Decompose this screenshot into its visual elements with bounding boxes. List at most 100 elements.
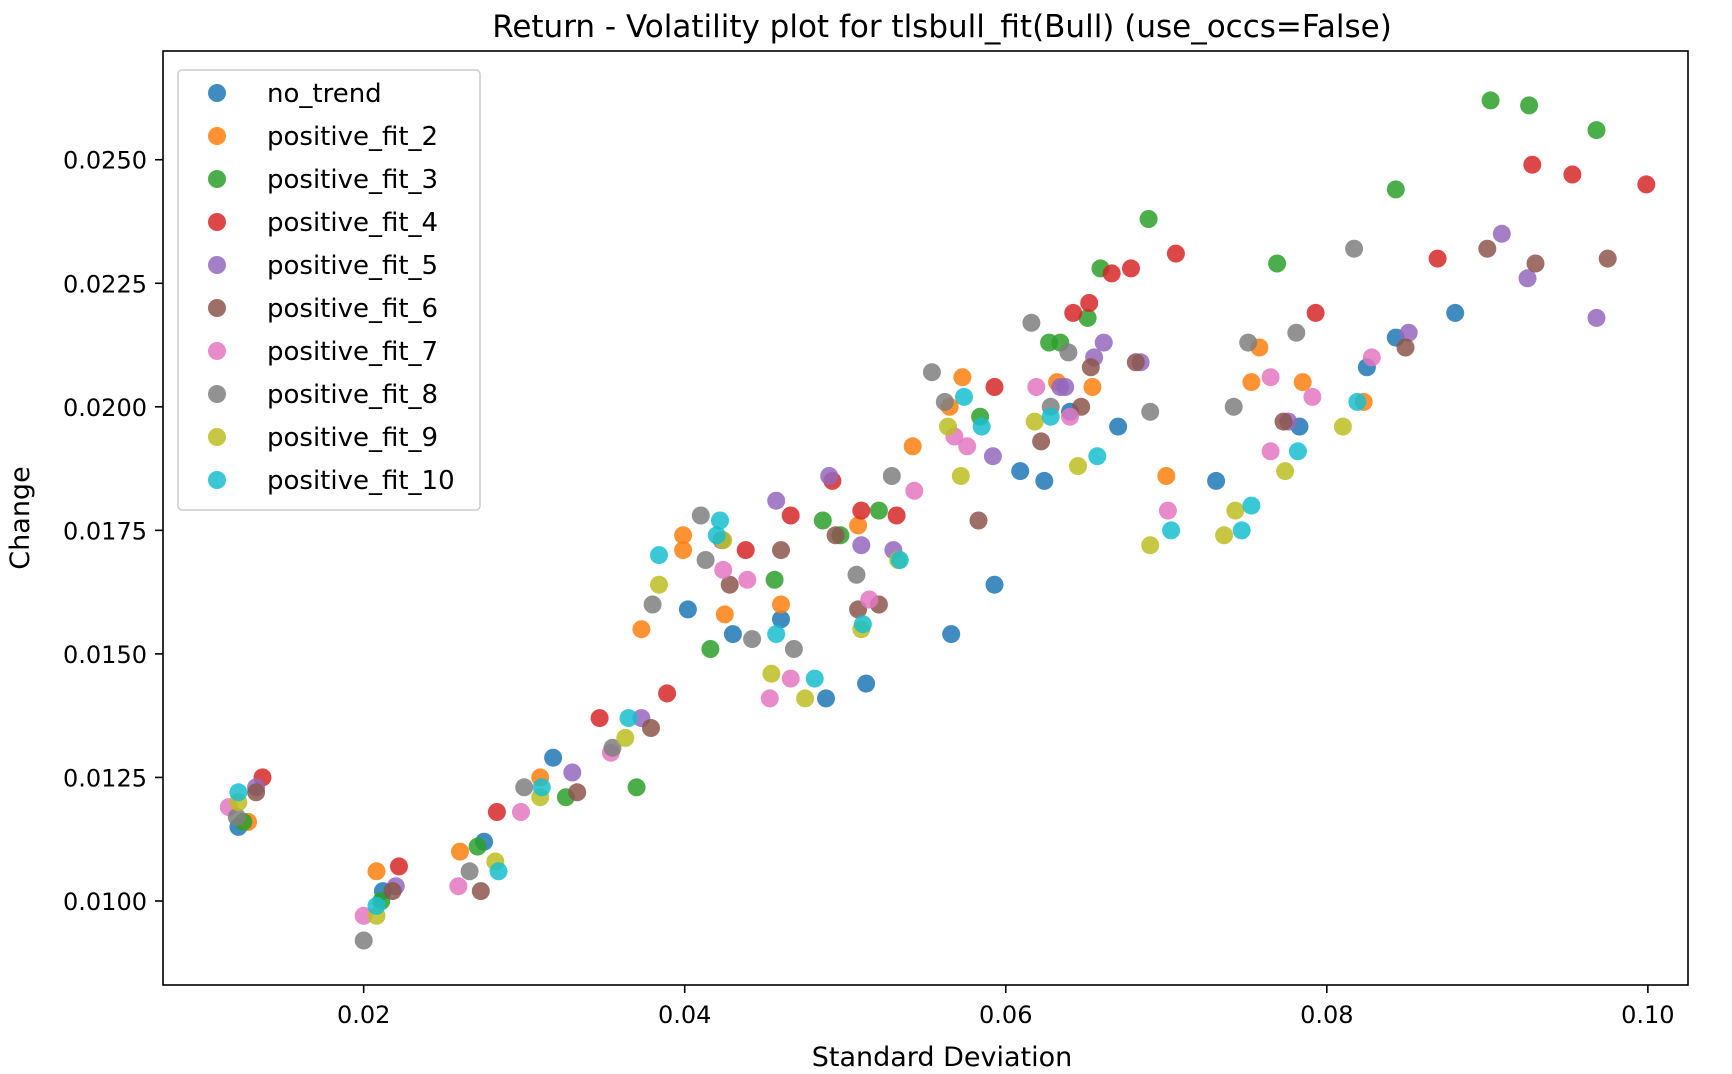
data-point [658,684,677,703]
data-point [1025,412,1044,431]
data-point [765,570,784,589]
legend-label: positive_fit_7 [267,337,438,367]
data-point [1207,471,1226,490]
data-point [674,526,693,545]
data-point [1215,526,1234,545]
data-point [354,931,373,950]
legend-marker [208,84,226,102]
data-point [1056,378,1075,396]
y-axis-label: Change [5,466,36,569]
data-point [643,595,662,614]
x-axis-label: Standard Deviation [812,1042,1073,1073]
data-point [489,862,508,881]
data-point [1478,239,1497,258]
data-point [1035,471,1054,490]
data-point [805,669,824,688]
data-points [219,91,1656,950]
data-point [1526,254,1545,273]
data-point [1261,368,1280,387]
data-point [1242,496,1261,515]
data-point [985,378,1004,396]
data-point [642,719,660,737]
data-point [1064,303,1083,322]
data-point [1061,407,1079,426]
data-point [767,625,786,644]
data-point [468,837,487,856]
y-tick-label: 0.0125 [63,764,147,792]
legend-label: positive_fit_4 [267,208,438,238]
data-point [781,669,800,688]
data-point [1081,358,1100,377]
legend-marker [208,342,226,360]
data-point [1518,269,1537,288]
data-point [1022,313,1041,332]
data-point [849,516,868,535]
data-point [1232,521,1251,540]
data-point [985,575,1004,594]
data-point [857,674,876,693]
data-point [603,738,622,757]
data-point [367,896,386,915]
data-point [390,857,408,876]
data-point [820,467,839,485]
data-point [1345,239,1364,258]
y-tick-label: 0.0175 [63,517,147,545]
data-point [942,625,961,644]
data-point [826,526,845,545]
data-point [939,417,957,436]
data-point [1166,244,1185,263]
legend-label: positive_fit_9 [267,423,438,453]
data-point [1069,457,1087,476]
data-point [616,728,635,747]
data-point [1563,165,1582,184]
data-point [367,862,386,881]
data-point [1011,462,1030,481]
legend-marker [208,256,226,274]
data-point [1428,249,1447,268]
data-point [935,392,954,411]
data-point [767,491,786,510]
data-point [1399,323,1418,342]
data-point [1287,323,1306,342]
data-point [532,778,551,797]
x-tick-label: 0.08 [1300,1001,1353,1029]
data-point [1242,373,1261,392]
data-point [972,417,991,436]
data-point [1083,378,1102,396]
y-tick-label: 0.0250 [63,147,147,175]
data-point [860,590,879,609]
data-point [1587,121,1606,140]
legend-marker [208,127,226,145]
data-point [781,506,800,525]
data-point [1141,402,1160,421]
data-point [1492,224,1511,243]
data-point [1102,264,1121,283]
data-point [903,437,922,456]
chart-title: Return - Volatility plot for tlsbull_fit… [492,9,1392,45]
legend-marker [208,213,226,231]
data-point [882,467,901,485]
data-point [772,541,790,560]
data-point [1078,308,1097,327]
data-point [1386,180,1405,199]
data-point [1268,254,1287,273]
data-point [627,778,646,797]
data-point [544,748,563,767]
data-point [701,640,720,658]
data-point [1094,333,1113,352]
legend-box [177,69,481,511]
data-point [1303,387,1322,406]
data-point [1162,521,1181,540]
data-point [451,842,469,861]
legend-label: positive_fit_2 [267,122,438,152]
data-point [772,610,790,629]
data-point [1520,96,1539,115]
x-tick-label: 0.10 [1621,1001,1674,1029]
data-point [619,709,638,728]
data-point [1126,353,1145,372]
data-point [1157,467,1176,485]
data-point [1139,210,1158,228]
data-point [229,783,248,802]
data-point [632,620,651,639]
